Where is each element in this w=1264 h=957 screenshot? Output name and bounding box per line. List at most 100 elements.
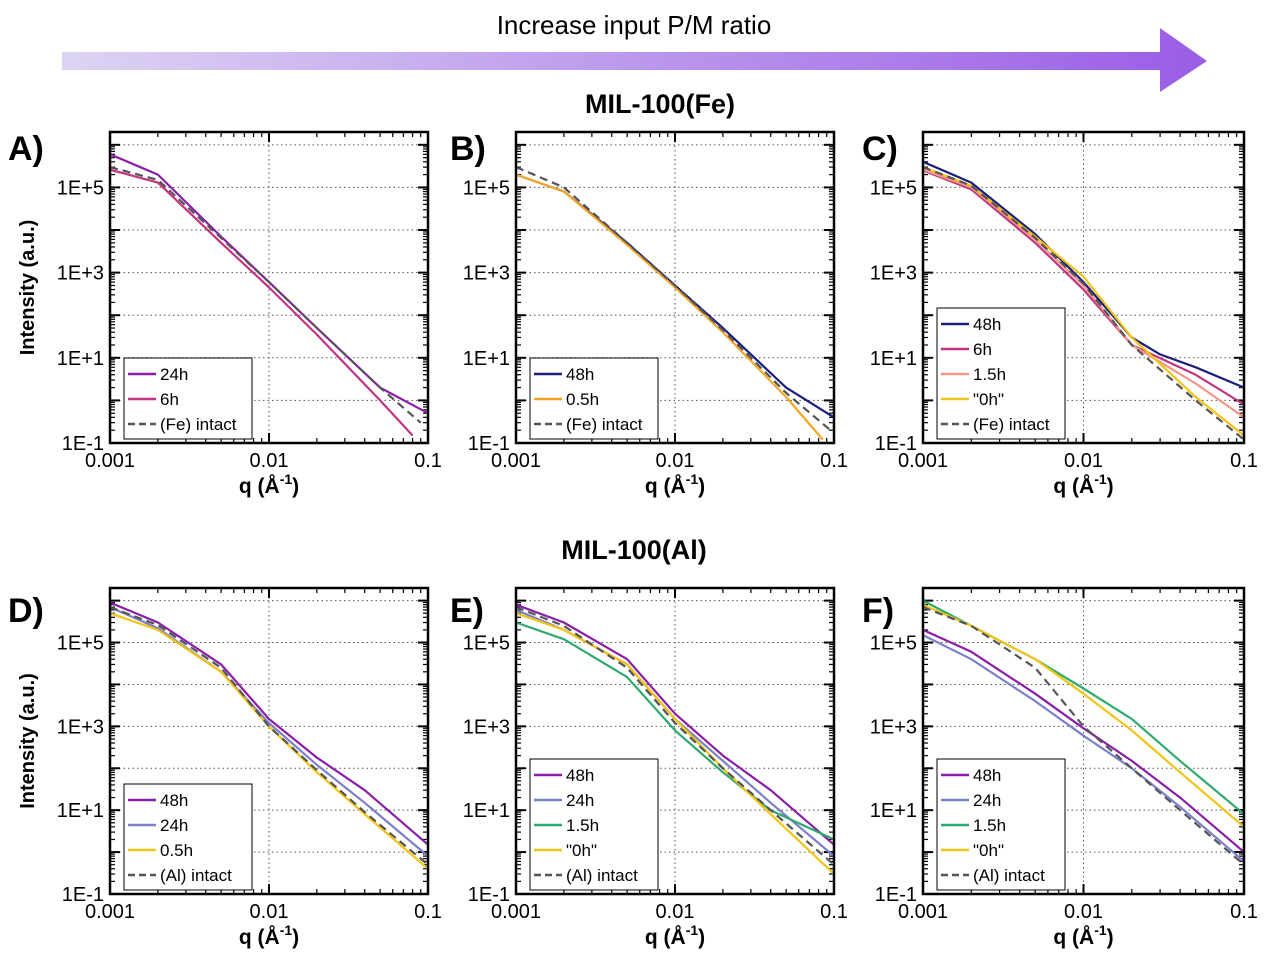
legend-label: "0h" [973,841,1004,860]
legend-label: (Fe) intact [973,415,1050,434]
panel-d: 0.001 0.01 0.1 1E-1 1E+1 1E+3 1E+5 q (Å-1) Inten… [8,586,442,949]
series-line [110,168,414,437]
x-axis-label-end: ) [698,475,705,498]
plot-frame [108,130,430,445]
x-axis-label: q (Å-1) [645,471,705,498]
panel-letter: F) [862,592,894,630]
series-line [516,603,834,846]
y-axis-label: Intensity (a.u.) [17,220,39,356]
x-tick-label: 0.1 [820,901,848,923]
panel-a: 0.001 0.01 0.1 1E-1 1E+1 1E+3 1E+5 q (Å-1) Inten… [8,130,442,498]
y-tick-label: 1E+5 [870,633,917,655]
plot-frame [108,586,430,896]
legend-label: 48h [566,365,594,384]
legend: 48h 0.5h (Fe) intact [529,357,659,440]
x-axis-label-main: q (Å [1053,474,1094,498]
y-tick-label: 1E+3 [57,716,104,738]
series-line [110,612,428,870]
x-tick-label: 0.1 [414,901,442,923]
x-axis-label: q (Å-1) [1053,471,1113,498]
x-tick-label: 0.01 [250,450,289,472]
panel-letter: E) [450,592,484,630]
plot-frame [921,586,1246,896]
series-group [923,599,1244,866]
series-line [923,166,1244,441]
panels: 0.001 0.01 0.11E-11E+11E+31E+5q (Å-1)Inten… [8,130,1258,949]
legend-label: 24h [566,791,594,810]
x-axis-label-sup: -1 [1094,471,1107,487]
y-tick-label: 1E-1 [62,433,104,455]
x-axis-label-sup: -1 [1094,922,1107,938]
x-tick-label: 0.001 [85,901,135,923]
x-axis-label-main: q (Å [645,925,686,949]
legend: 24h 6h (Fe) intact [123,357,253,440]
panel-letter: A) [8,130,44,168]
legend-label: 1.5h [973,816,1006,835]
series-line [110,166,422,424]
y-tick-label: 1E+1 [57,800,104,822]
legend-label: 6h [973,340,992,359]
series-line [923,166,1244,437]
panel-letter: C) [862,130,898,168]
legend: 48h 24h 1.5h "0h" (Al) intact [936,758,1066,891]
legend: 48h 6h 1.5h "0h" (Fe) intact [936,307,1066,440]
y-axis-label: Intensity (a.u.) [17,673,39,809]
legend-label: 6h [160,390,179,409]
x-tick-label: 0.001 [898,450,948,472]
legend-label: (Al) intact [566,866,638,885]
legend-label: 24h [160,816,188,835]
panel-e: 0.001 0.01 0.1 1E-1 1E+1 1E+3 1E+5 q (Å-1) E) 48h… [450,586,848,949]
series-group [516,166,834,441]
y-tick-label: 1E-1 [875,884,917,906]
x-axis-label-sup: -1 [686,922,699,938]
banner-text: Increase input P/M ratio [497,10,772,40]
x-axis-label-main: q (Å [645,474,686,498]
legend-label: (Al) intact [973,866,1045,885]
legend-label: 48h [566,766,594,785]
x-axis-label-sup: -1 [280,471,293,487]
legend-label: 0.5h [566,390,599,409]
legend-label: (Fe) intact [566,415,643,434]
series-line [923,634,1244,863]
legend-label: "0h" [566,841,597,860]
plot-frame [514,130,836,445]
y-tick-label: 1E+1 [463,800,510,822]
legend-box [123,783,253,891]
legend-label: 48h [973,766,1001,785]
series-line [923,628,1244,853]
ratio-arrow [62,28,1207,92]
series-line [923,603,1244,828]
plot-frame [514,586,836,896]
x-axis-label: q (Å-1) [239,471,299,498]
series-line [110,606,428,866]
series-line [516,166,832,432]
y-tick-label: 1E-1 [468,433,510,455]
x-tick-label: 0.1 [1230,901,1258,923]
series-group [516,603,834,875]
panel-c: 0.001 0.01 0.1 1E-1 1E+1 1E+3 1E+5 q (Å-1) C) 48h… [862,130,1258,498]
series-line [923,169,1244,406]
x-axis-label-main: q (Å [239,925,280,949]
legend-label: "0h" [973,390,1004,409]
series-line [516,606,834,866]
x-axis-label-main: q (Å [239,474,280,498]
panel-letter: D) [8,592,44,630]
y-tick-label: 1E+1 [870,800,917,822]
y-tick-label: 1E+5 [57,633,104,655]
y-tick-label: 1E+5 [463,633,510,655]
series-line [516,173,824,441]
series-line [110,601,428,846]
series-line [516,612,834,875]
x-axis-label: q (Å-1) [645,922,705,949]
x-axis-label-end: ) [1107,475,1114,498]
y-tick-label: 1E-1 [62,884,104,906]
x-axis-label: q (Å-1) [1053,922,1113,949]
panel-letter: B) [450,130,486,168]
series-group [923,160,1244,441]
legend-label: 48h [973,315,1001,334]
y-tick-label: 1E+3 [870,263,917,285]
y-tick-label: 1E-1 [468,884,510,906]
y-tick-label: 1E+1 [57,348,104,370]
panel-b: 0.001 0.01 0.1 1E-1 1E+1 1E+3 1E+5 q (Å-1) B) 48h… [450,130,848,498]
